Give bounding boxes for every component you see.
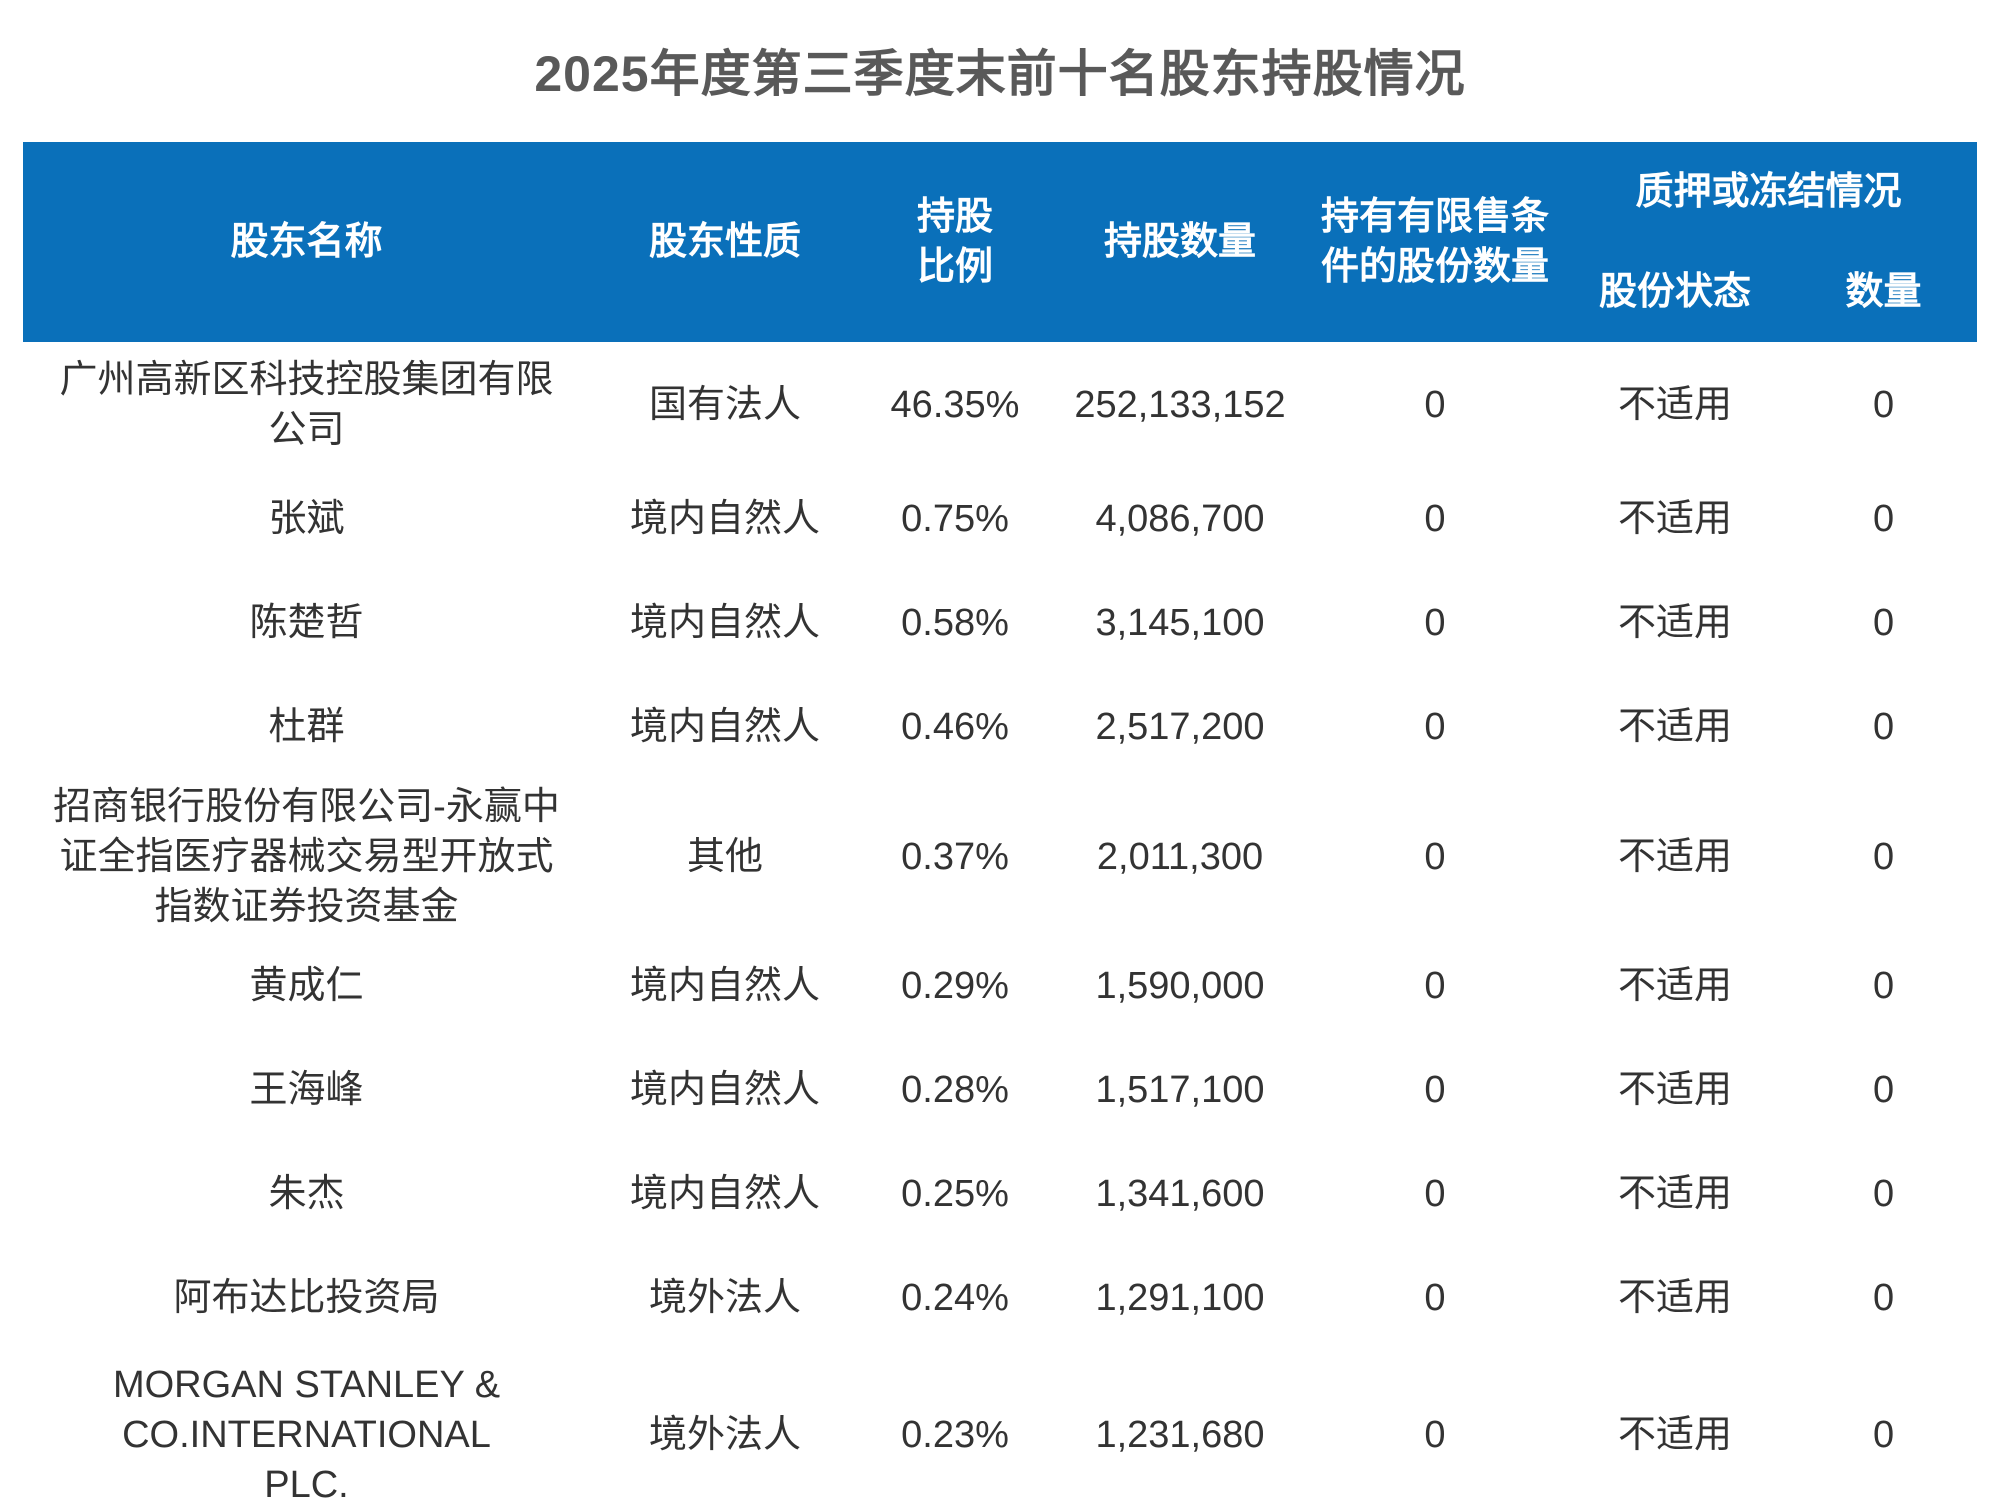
cell-shareholder-nature: 境外法人 xyxy=(590,1246,860,1350)
cell-pledge-quantity: 0 xyxy=(1790,1142,1978,1246)
table-row: 招商银行股份有限公司-永赢中 证全指医疗器械交易型开放式 指数证券投资基金 其他… xyxy=(23,779,1978,934)
cell-shareholder-name: 朱杰 xyxy=(23,1142,590,1246)
cell-share-status: 不适用 xyxy=(1560,1246,1790,1350)
cell-share-status: 不适用 xyxy=(1560,675,1790,779)
header-row-2: 股份状态 数量 xyxy=(23,242,1978,342)
table-row: 朱杰 境内自然人 0.25% 1,341,600 0 不适用 0 xyxy=(23,1142,1978,1246)
table-header: 股东名称 股东性质 持股 比例 持股数量 持有有限售条 件的股份数量 质押或冻结… xyxy=(23,142,1978,342)
cell-restricted-shares: 0 xyxy=(1310,1246,1560,1350)
header-shareholder-name: 股东名称 xyxy=(23,142,590,342)
cell-share-status: 不适用 xyxy=(1560,571,1790,675)
cell-restricted-shares: 0 xyxy=(1310,779,1560,934)
cell-pledge-quantity: 0 xyxy=(1790,934,1978,1038)
cell-holding-ratio: 0.24% xyxy=(860,1246,1050,1350)
cell-shareholder-name: 陈楚哲 xyxy=(23,571,590,675)
cell-holding-quantity: 1,291,100 xyxy=(1050,1246,1310,1350)
page-title: 2025年度第三季度末前十名股东持股情况 xyxy=(534,46,1466,102)
table-row: 黄成仁 境内自然人 0.29% 1,590,000 0 不适用 0 xyxy=(23,934,1978,1038)
cell-pledge-quantity: 0 xyxy=(1790,1246,1978,1350)
table-row: 王海峰 境内自然人 0.28% 1,517,100 0 不适用 0 xyxy=(23,1038,1978,1142)
table-row: 广州高新区科技控股集团有限 公司 国有法人 46.35% 252,133,152… xyxy=(23,342,1978,467)
cell-pledge-quantity: 0 xyxy=(1790,779,1978,934)
cell-restricted-shares: 0 xyxy=(1310,934,1560,1038)
cell-shareholder-name: 杜群 xyxy=(23,675,590,779)
cell-restricted-shares: 0 xyxy=(1310,1142,1560,1246)
cell-pledge-quantity: 0 xyxy=(1790,1350,1978,1500)
header-pledge-quantity: 数量 xyxy=(1790,242,1978,342)
cell-holding-quantity: 1,517,100 xyxy=(1050,1038,1310,1142)
cell-shareholder-name: 张斌 xyxy=(23,467,590,571)
cell-holding-quantity: 1,590,000 xyxy=(1050,934,1310,1038)
cell-share-status: 不适用 xyxy=(1560,342,1790,467)
cell-restricted-shares: 0 xyxy=(1310,675,1560,779)
cell-shareholder-nature: 境内自然人 xyxy=(590,675,860,779)
cell-holding-quantity: 2,517,200 xyxy=(1050,675,1310,779)
table-row: MORGAN STANLEY & CO.INTERNATIONAL PLC. 境… xyxy=(23,1350,1978,1500)
cell-restricted-shares: 0 xyxy=(1310,571,1560,675)
table-row: 阿布达比投资局 境外法人 0.24% 1,291,100 0 不适用 0 xyxy=(23,1246,1978,1350)
header-pledge-or-freeze-group: 质押或冻结情况 xyxy=(1560,142,1978,242)
cell-shareholder-nature: 境内自然人 xyxy=(590,1142,860,1246)
cell-restricted-shares: 0 xyxy=(1310,1350,1560,1500)
cell-pledge-quantity: 0 xyxy=(1790,342,1978,467)
cell-holding-ratio: 0.29% xyxy=(860,934,1050,1038)
cell-shareholder-name: 黄成仁 xyxy=(23,934,590,1038)
cell-shareholder-name: 王海峰 xyxy=(23,1038,590,1142)
cell-restricted-shares: 0 xyxy=(1310,342,1560,467)
cell-holding-quantity: 1,231,680 xyxy=(1050,1350,1310,1500)
cell-holding-ratio: 0.28% xyxy=(860,1038,1050,1142)
cell-holding-quantity: 1,341,600 xyxy=(1050,1142,1310,1246)
shareholders-table: 股东名称 股东性质 持股 比例 持股数量 持有有限售条 件的股份数量 质押或冻结… xyxy=(23,142,1978,1500)
cell-holding-ratio: 0.75% xyxy=(860,467,1050,571)
cell-holding-quantity: 2,011,300 xyxy=(1050,779,1310,934)
cell-shareholder-nature: 国有法人 xyxy=(590,342,860,467)
cell-share-status: 不适用 xyxy=(1560,779,1790,934)
cell-pledge-quantity: 0 xyxy=(1790,467,1978,571)
cell-pledge-quantity: 0 xyxy=(1790,675,1978,779)
cell-shareholder-name: 阿布达比投资局 xyxy=(23,1246,590,1350)
header-restricted-shares-line1: 持有有限售条 xyxy=(1320,196,1549,238)
cell-shareholder-nature: 境内自然人 xyxy=(590,1038,860,1142)
cell-share-status: 不适用 xyxy=(1560,467,1790,571)
cell-shareholder-nature: 境内自然人 xyxy=(590,571,860,675)
cell-shareholder-name: 招商银行股份有限公司-永赢中 证全指医疗器械交易型开放式 指数证券投资基金 xyxy=(23,779,590,934)
cell-holding-quantity: 3,145,100 xyxy=(1050,571,1310,675)
cell-shareholder-nature: 其他 xyxy=(590,779,860,934)
cell-holding-ratio: 0.37% xyxy=(860,779,1050,934)
cell-pledge-quantity: 0 xyxy=(1790,571,1978,675)
cell-share-status: 不适用 xyxy=(1560,1142,1790,1246)
cell-holding-quantity: 252,133,152 xyxy=(1050,342,1310,467)
header-row-1: 股东名称 股东性质 持股 比例 持股数量 持有有限售条 件的股份数量 质押或冻结… xyxy=(23,142,1978,342)
header-shareholder-nature: 股东性质 xyxy=(590,142,860,342)
header-holding-ratio: 持股 比例 xyxy=(860,142,1050,342)
cell-shareholder-nature: 境外法人 xyxy=(590,1350,860,1500)
header-holding-ratio-line2: 比例 xyxy=(916,246,993,288)
table-body: 广州高新区科技控股集团有限 公司 国有法人 46.35% 252,133,152… xyxy=(23,342,1978,1500)
cell-shareholder-nature: 境内自然人 xyxy=(590,467,860,571)
header-holding-quantity: 持股数量 xyxy=(1050,142,1310,342)
header-holding-ratio-line1: 持股 xyxy=(916,196,993,238)
cell-pledge-quantity: 0 xyxy=(1790,1038,1978,1142)
cell-restricted-shares: 0 xyxy=(1310,1038,1560,1142)
cell-shareholder-nature: 境内自然人 xyxy=(590,934,860,1038)
table-row: 杜群 境内自然人 0.46% 2,517,200 0 不适用 0 xyxy=(23,675,1978,779)
cell-shareholder-name: MORGAN STANLEY & CO.INTERNATIONAL PLC. xyxy=(23,1350,590,1500)
header-restricted-shares-line2: 件的股份数量 xyxy=(1320,246,1549,288)
cell-holding-ratio: 0.58% xyxy=(860,571,1050,675)
table-row: 陈楚哲 境内自然人 0.58% 3,145,100 0 不适用 0 xyxy=(23,571,1978,675)
cell-restricted-shares: 0 xyxy=(1310,467,1560,571)
table-row: 张斌 境内自然人 0.75% 4,086,700 0 不适用 0 xyxy=(23,467,1978,571)
cell-shareholder-name: 广州高新区科技控股集团有限 公司 xyxy=(23,342,590,467)
cell-holding-ratio: 46.35% xyxy=(860,342,1050,467)
cell-holding-quantity: 4,086,700 xyxy=(1050,467,1310,571)
header-share-status: 股份状态 xyxy=(1560,242,1790,342)
header-restricted-shares: 持有有限售条 件的股份数量 xyxy=(1310,142,1560,342)
cell-share-status: 不适用 xyxy=(1560,1350,1790,1500)
cell-holding-ratio: 0.46% xyxy=(860,675,1050,779)
cell-share-status: 不适用 xyxy=(1560,1038,1790,1142)
cell-holding-ratio: 0.23% xyxy=(860,1350,1050,1500)
cell-holding-ratio: 0.25% xyxy=(860,1142,1050,1246)
cell-share-status: 不适用 xyxy=(1560,934,1790,1038)
